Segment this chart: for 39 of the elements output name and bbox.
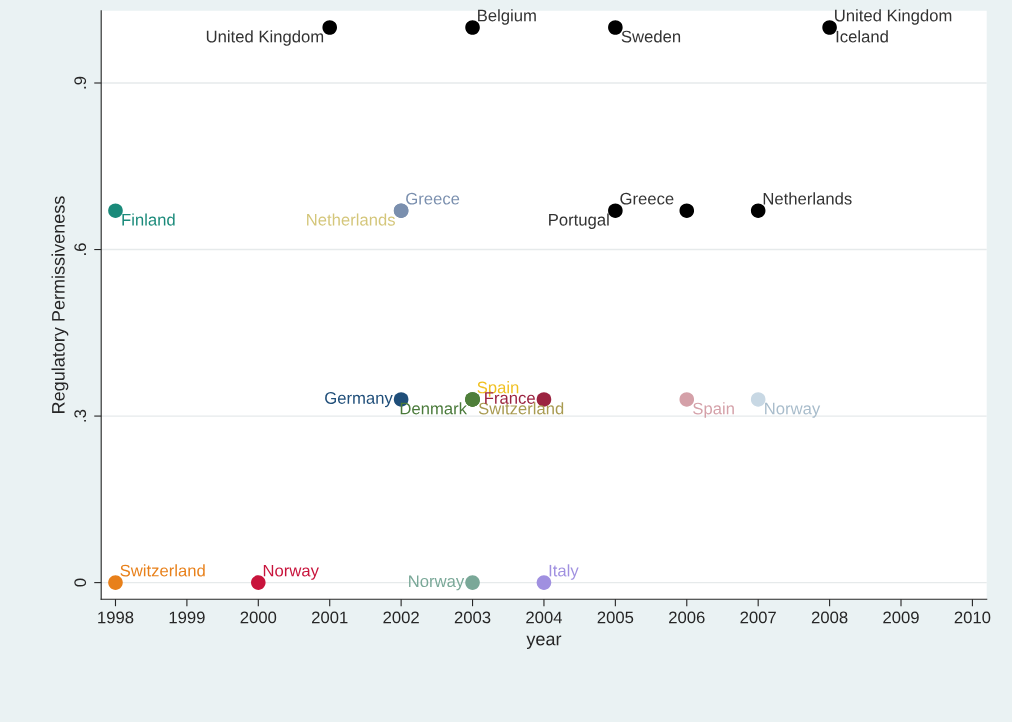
annotation: Iceland [836,30,888,43]
annotation: Netherlands [763,192,852,205]
series-label: Spain [693,402,734,418]
y-axis-title: Regulatory Permissiveness [51,196,69,413]
series-label: Finland [122,213,175,226]
series-label: Germany [325,392,393,408]
x-tick-label: 2002 [383,611,419,624]
y-tick-label: .3 [74,409,87,422]
series-label: Greece [406,192,460,205]
annotation: Portugal [549,213,609,229]
annotation: Greece [620,192,674,205]
x-tick-label: 2004 [526,611,562,624]
x-tick-label: 2001 [312,611,348,624]
x-tick-label: 2010 [954,611,991,624]
annotation: Sweden [621,30,681,43]
series-label: Norway [409,575,465,591]
x-tick-label: 1998 [98,611,134,624]
series-label: Norway [263,564,319,580]
x-tick-label: 2006 [669,611,705,624]
y-tick-label: .6 [74,243,87,255]
x-tick-label: 2003 [454,611,491,624]
x-tick-label: 2007 [740,611,776,624]
series-label: Switzerland [478,402,564,415]
x-tick-label: 2009 [883,611,919,624]
series-label: Switzerland [120,564,205,577]
annotation: Belgium [478,9,536,25]
y-tick-label: 0 [74,578,87,587]
x-tick-label: 1999 [169,611,205,624]
x-axis-title: year [526,635,562,649]
series-label: Italy [549,564,579,580]
series-label: Denmark [400,402,468,415]
series-label: Norway [765,402,821,418]
series-label: Netherlands [307,213,395,226]
y-tick-label: .9 [74,76,87,89]
x-tick-label: 2005 [597,611,634,624]
x-tick-label: 2000 [240,611,277,624]
annotation: United Kingdom [835,9,952,25]
x-tick-label: 2008 [811,611,848,624]
annotation: United Kingdom [206,30,324,46]
